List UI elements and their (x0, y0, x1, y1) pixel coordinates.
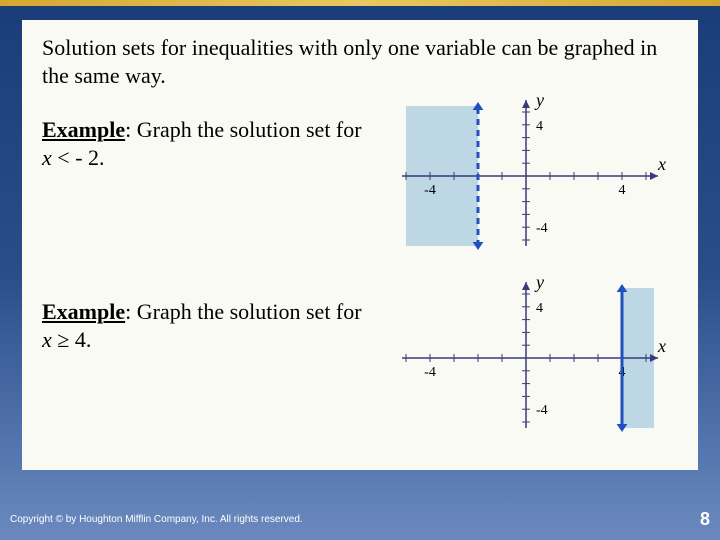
graph-2: -44-44xy (392, 272, 672, 442)
svg-text:y: y (534, 272, 544, 292)
example-2-var: x (42, 327, 52, 352)
svg-text:4: 4 (536, 301, 543, 316)
slide-content-panel: Solution sets for inequalities with only… (22, 20, 698, 470)
page-number: 8 (700, 509, 710, 530)
svg-text:-4: -4 (536, 403, 548, 418)
svg-text:-4: -4 (424, 365, 436, 380)
example-1-text: : Graph the solution set for (125, 117, 361, 142)
intro-text: Solution sets for inequalities with only… (42, 34, 678, 89)
example-2-text: : Graph the solution set for (125, 299, 361, 324)
example-2-val: 4. (75, 327, 92, 352)
gold-top-border (0, 0, 720, 6)
svg-text:x: x (657, 336, 666, 356)
example-2-label: Example (42, 299, 125, 324)
example-1-val: - 2. (75, 145, 104, 170)
example-2-ineq: ≥ (52, 327, 75, 352)
example-1-ineq: < (52, 145, 75, 170)
slide-footer: Copyright © by Houghton Mifflin Company,… (10, 509, 710, 530)
example-1-var: x (42, 145, 52, 170)
copyright-text: Copyright © by Houghton Mifflin Company,… (10, 514, 303, 525)
svg-text:x: x (657, 154, 666, 174)
example-1-block: Example: Graph the solution set for x < … (42, 116, 372, 171)
svg-text:-4: -4 (536, 221, 548, 236)
svg-text:4: 4 (619, 183, 626, 198)
example-2-block: Example: Graph the solution set for x ≥ … (42, 298, 372, 353)
example-1-label: Example (42, 117, 125, 142)
svg-text:4: 4 (536, 119, 543, 134)
svg-text:-4: -4 (424, 183, 436, 198)
svg-text:y: y (534, 90, 544, 110)
graph-1: -4 4 -4 4 x y (392, 90, 672, 260)
